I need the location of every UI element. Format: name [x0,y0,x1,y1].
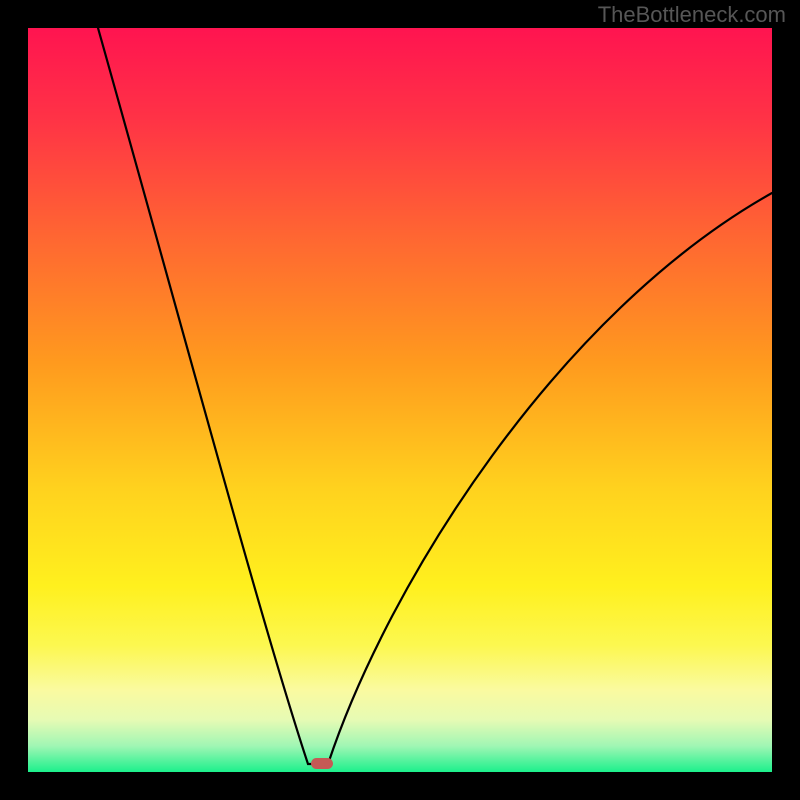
plot-area [28,28,772,772]
bottleneck-curve [28,28,772,772]
bottleneck-marker [311,758,333,769]
watermark-text: TheBottleneck.com [598,2,786,28]
curve-path [98,28,772,764]
chart-frame: TheBottleneck.com [0,0,800,800]
